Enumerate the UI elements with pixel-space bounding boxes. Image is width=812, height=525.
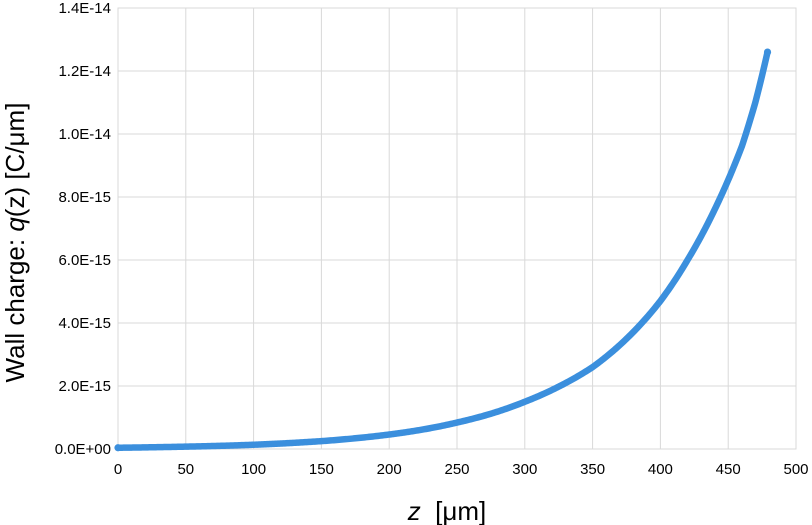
- x-tick-label: 50: [177, 461, 194, 478]
- series-line: [114, 48, 771, 451]
- data-series: [114, 48, 772, 452]
- x-tick-label: 500: [783, 461, 808, 478]
- x-tick-label: 400: [648, 461, 673, 478]
- y-tick-label: 6.0E-15: [58, 252, 111, 269]
- y-tick-label: 1.2E-14: [58, 63, 111, 80]
- x-tick-label: 150: [309, 461, 334, 478]
- x-tick-label: 200: [377, 461, 402, 478]
- x-tick-label: 250: [444, 461, 469, 478]
- x-axis-title-unit: [μm]: [421, 496, 487, 525]
- y-axis-title-var: q: [0, 217, 30, 232]
- data-point: [763, 48, 772, 56]
- y-tick-label: 4.0E-15: [58, 315, 111, 332]
- y-tick-label: 1.4E-14: [58, 0, 111, 17]
- x-tick-label: 300: [512, 461, 537, 478]
- x-axis-title-var: z: [407, 496, 421, 525]
- y-tick-label: 8.0E-15: [58, 189, 111, 206]
- x-tick-label: 450: [716, 461, 741, 478]
- x-tick-label: 0: [114, 461, 122, 478]
- tick-labels: 0 50 100 150 200 250 300 350 400 450 500 0.0E+00 2.0…: [55, 0, 809, 478]
- x-axis-title: z [μm]: [407, 496, 487, 525]
- y-tick-label: 1.0E-14: [58, 126, 111, 143]
- x-tick-label: 350: [580, 461, 605, 478]
- y-axis-title-suffix: (z) [C/μm]: [0, 103, 30, 218]
- data-point: [114, 444, 122, 452]
- y-axis-title-prefix: Wall charge:: [0, 232, 30, 383]
- y-axis-title: Wall charge: q(z) [C/μm]: [0, 103, 30, 383]
- x-tick-label: 100: [241, 461, 266, 478]
- y-tick-label: 2.0E-15: [58, 378, 111, 395]
- plot-frame: [117, 7, 797, 450]
- grid: [117, 7, 797, 450]
- y-tick-label: 0.0E+00: [55, 441, 111, 458]
